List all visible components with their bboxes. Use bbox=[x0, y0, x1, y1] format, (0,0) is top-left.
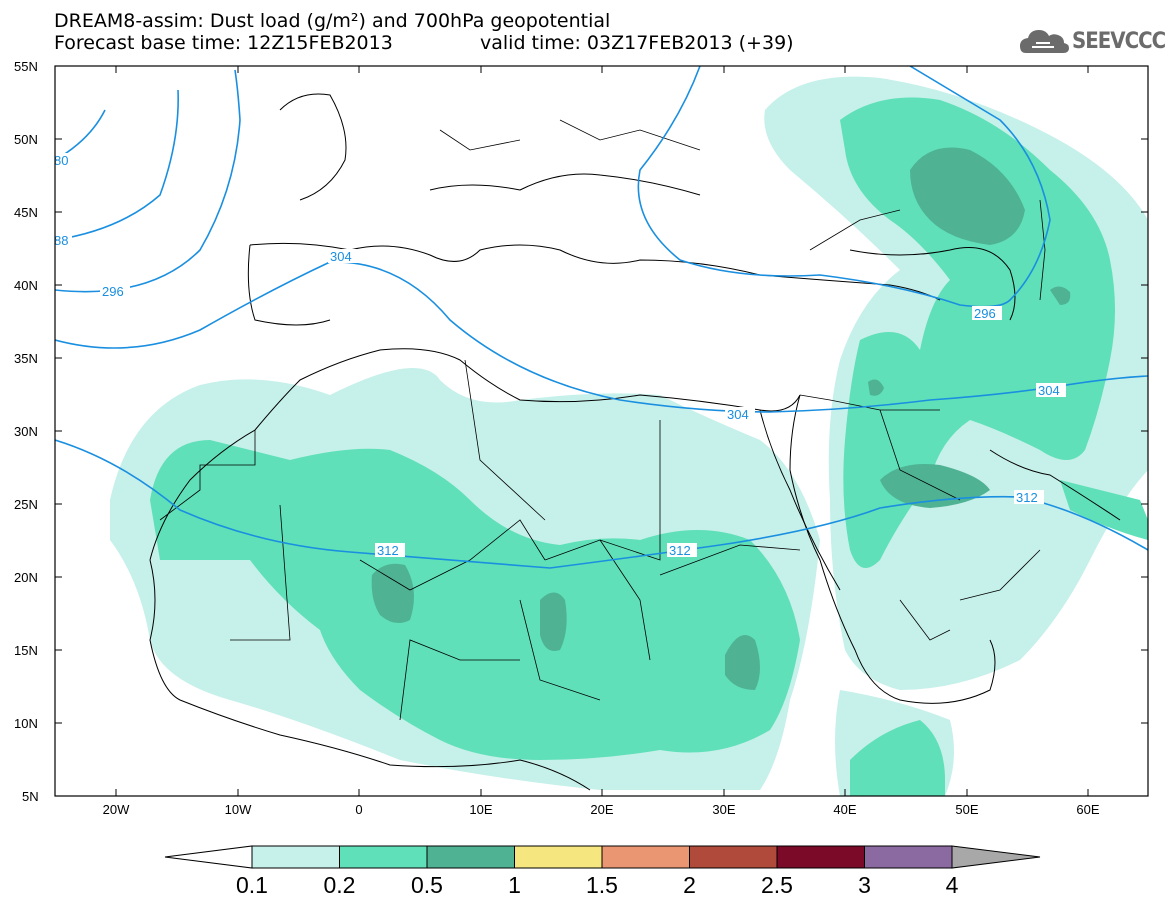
colorbar-level-label: 3 bbox=[858, 872, 871, 898]
lat-label: 20N bbox=[14, 570, 38, 585]
contour-label: 80 bbox=[54, 153, 68, 168]
cloud-icon bbox=[1020, 30, 1069, 53]
colorbar-level-label: 2 bbox=[683, 872, 696, 898]
coastlines bbox=[149, 93, 1121, 791]
lat-label: 35N bbox=[14, 351, 38, 366]
lon-label: 40E bbox=[833, 802, 856, 817]
colorbar-cell bbox=[689, 845, 778, 869]
lon-label: 60E bbox=[1076, 802, 1099, 817]
colorbar-level-label: 1 bbox=[508, 872, 521, 898]
seevccc-logo: SEEVCCC bbox=[1018, 25, 1165, 59]
colorbar: 0.1 0.2 0.5 1 1.5 2 2.5 3 4 bbox=[164, 845, 1041, 898]
contour-labels: 80 88 296 304 296 304 312 312 312 304 bbox=[54, 153, 1066, 558]
colorbar-low-arrow bbox=[164, 845, 253, 869]
logo-text: SEEVCCC bbox=[1072, 29, 1165, 54]
lat-label: 40N bbox=[14, 278, 38, 293]
colorbar-cell bbox=[601, 845, 690, 869]
lon-label: 10E bbox=[469, 802, 492, 817]
map-area: 80 88 296 304 296 304 312 312 312 304 bbox=[54, 66, 1148, 796]
lat-label: 30N bbox=[14, 424, 38, 439]
colorbar-cell bbox=[776, 845, 865, 869]
contour-label: 304 bbox=[330, 249, 352, 264]
lon-label: 30E bbox=[712, 802, 735, 817]
lon-label: 10W bbox=[225, 802, 252, 817]
colorbar-labels: 0.1 0.2 0.5 1 1.5 2 2.5 3 4 bbox=[236, 872, 959, 898]
map-title-line-1: DREAM8-assim: Dust load (g/m²) and 700hP… bbox=[54, 10, 611, 32]
lat-label: 15N bbox=[14, 643, 38, 658]
contour-label: 312 bbox=[669, 543, 691, 558]
contour-label: 304 bbox=[727, 407, 749, 422]
colorbar-high-arrow bbox=[951, 845, 1041, 869]
colorbar-level-label: 0.2 bbox=[324, 872, 356, 898]
geopotential-contours bbox=[55, 66, 1148, 569]
colorbar-cells bbox=[251, 845, 953, 869]
lat-label: 50N bbox=[14, 132, 38, 147]
lon-label: 50E bbox=[955, 802, 978, 817]
lon-label: 20E bbox=[590, 802, 613, 817]
longitude-axis: 20W 10W 0 10E 20E 30E 40E 50E 60E bbox=[103, 66, 1100, 817]
dust-layer-dark bbox=[371, 147, 1071, 690]
colorbar-level-label: 4 bbox=[946, 872, 959, 898]
contour-label: 296 bbox=[974, 306, 996, 321]
valid-time: valid time: 03Z17FEB2013 (+39) bbox=[480, 32, 794, 54]
colorbar-level-label: 0.1 bbox=[236, 872, 268, 898]
colorbar-level-label: 0.5 bbox=[411, 872, 443, 898]
contour-label: 312 bbox=[1016, 490, 1038, 505]
lat-label: 25N bbox=[14, 497, 38, 512]
lon-label: 0 bbox=[355, 802, 362, 817]
colorbar-cell bbox=[251, 845, 340, 869]
lat-label: 5N bbox=[22, 789, 39, 804]
lon-label: 20W bbox=[103, 802, 130, 817]
lat-label: 10N bbox=[14, 716, 38, 731]
contour-label: 312 bbox=[377, 543, 399, 558]
colorbar-cell bbox=[514, 845, 603, 869]
colorbar-cell bbox=[864, 845, 953, 869]
contour-label: 296 bbox=[102, 284, 124, 299]
dust-layer-medium bbox=[150, 97, 1148, 796]
latitude-axis: 55N 50N 45N 40N 35N 30N 25N 20N 15N 10N … bbox=[14, 59, 1148, 804]
colorbar-level-label: 1.5 bbox=[586, 872, 618, 898]
colorbar-cell bbox=[339, 845, 428, 869]
contour-label: 304 bbox=[1038, 383, 1060, 398]
map-title-line-2: Forecast base time: 12Z15FEB2013 bbox=[54, 32, 393, 54]
lat-label: 45N bbox=[14, 205, 38, 220]
colorbar-level-label: 2.5 bbox=[761, 872, 793, 898]
colorbar-cell bbox=[426, 845, 515, 869]
contour-label: 88 bbox=[54, 233, 68, 248]
lat-label: 55N bbox=[14, 59, 38, 74]
